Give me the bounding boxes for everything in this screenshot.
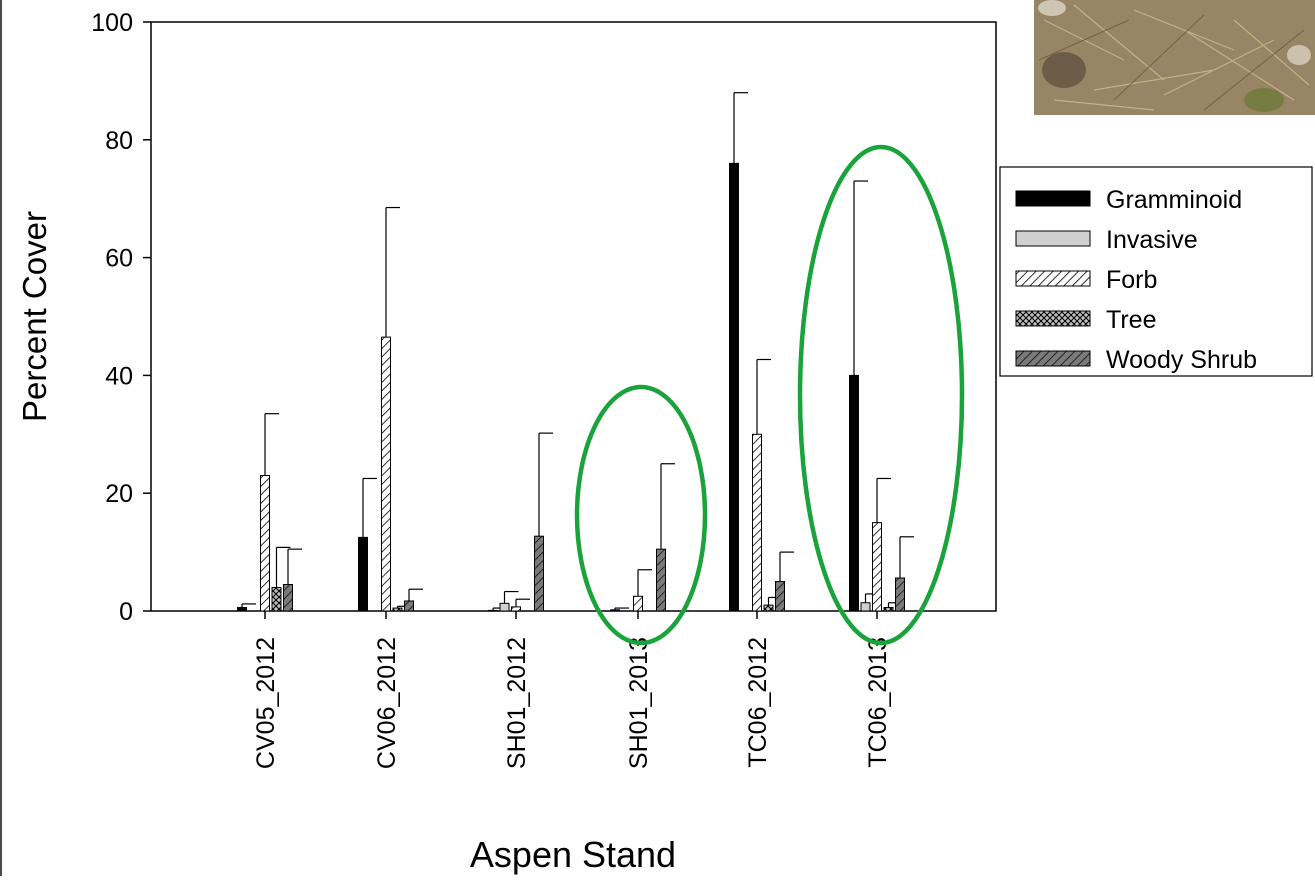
x-tick-label: TC06_2012 bbox=[744, 637, 772, 768]
y-tick-label: 40 bbox=[105, 362, 133, 390]
legend: Gramminoid Invasive Forb Tree Woody Shrub bbox=[999, 166, 1313, 377]
x-tick-label: SH01_2012 bbox=[503, 637, 531, 769]
bar-gramminoid-sh01-2012 bbox=[488, 609, 498, 612]
bar-forb-tc06-2013 bbox=[872, 522, 882, 612]
legend-swatch-gramminoid bbox=[1015, 190, 1091, 207]
legend-swatch-invasive bbox=[1015, 230, 1091, 247]
legend-label-forb: Forb bbox=[1106, 266, 1157, 294]
bar-forb-sh01-2013 bbox=[633, 595, 643, 612]
ground-cover-photo bbox=[1034, 0, 1315, 115]
y-tick-label: 0 bbox=[119, 598, 133, 626]
bar-gramminoid-sh01-2013 bbox=[610, 609, 620, 612]
frame-edge bbox=[0, 0, 2, 876]
bar-woody-shrub-cv05-2012 bbox=[283, 583, 293, 612]
bar-tree-tc06-2012 bbox=[763, 604, 774, 612]
highlight-ellipse-sh01-2013 bbox=[574, 384, 708, 646]
legend-label-invasive: Invasive bbox=[1106, 226, 1198, 254]
bar-gramminoid-cv05-2012 bbox=[237, 606, 247, 612]
y-axis-title: Percent Cover bbox=[16, 211, 53, 422]
bar-tree-tc06-2013 bbox=[883, 606, 894, 612]
bar-forb-sh01-2012 bbox=[511, 606, 521, 612]
legend-label-tree: Tree bbox=[1106, 306, 1156, 334]
x-axis-title: Aspen Stand bbox=[470, 834, 676, 875]
bar-invasive-tc06-2013 bbox=[860, 602, 871, 612]
y-tick-label: 20 bbox=[105, 480, 133, 508]
y-tick-label: 60 bbox=[105, 245, 133, 273]
y-tick-label: 100 bbox=[91, 9, 133, 37]
photo-inset bbox=[1034, 0, 1315, 115]
legend-swatch-woody-shrub bbox=[1015, 350, 1091, 367]
bar-woody-shrub-sh01-2012 bbox=[534, 535, 544, 612]
bar-gramminoid-tc06-2013 bbox=[849, 374, 859, 612]
bar-woody-shrub-tc06-2013 bbox=[895, 577, 905, 612]
bar-woody-shrub-tc06-2012 bbox=[775, 581, 785, 612]
bar-invasive-sh01-2012 bbox=[499, 602, 510, 612]
y-tick-label: 80 bbox=[105, 127, 133, 155]
bar-woody-shrub-cv06-2012 bbox=[404, 600, 414, 612]
x-tick-label: CV06_2012 bbox=[373, 637, 401, 769]
x-tick-label: CV05_2012 bbox=[252, 637, 280, 769]
plot-frame bbox=[150, 21, 997, 612]
bar-gramminoid-tc06-2012 bbox=[729, 162, 739, 612]
bar-forb-tc06-2012 bbox=[752, 433, 762, 612]
bar-woody-shrub-sh01-2013 bbox=[656, 548, 666, 612]
legend-swatch-tree bbox=[1015, 310, 1091, 327]
bar-tree-cv06-2012 bbox=[392, 607, 403, 612]
legend-swatch-forb bbox=[1015, 270, 1091, 287]
bar-gramminoid-cv06-2012 bbox=[358, 536, 368, 612]
bar-forb-cv06-2012 bbox=[381, 336, 391, 612]
highlight-ellipse-tc06-2013 bbox=[797, 144, 965, 646]
bar-forb-cv05-2012 bbox=[260, 475, 270, 612]
x-tick-label: SH01_2013 bbox=[625, 637, 653, 769]
legend-label-gramminoid: Gramminoid bbox=[1106, 186, 1242, 214]
x-tick-label: TC06_2013 bbox=[864, 637, 892, 768]
legend-label-woody-shrub: Woody Shrub bbox=[1106, 346, 1257, 374]
bar-tree-cv05-2012 bbox=[271, 586, 282, 612]
